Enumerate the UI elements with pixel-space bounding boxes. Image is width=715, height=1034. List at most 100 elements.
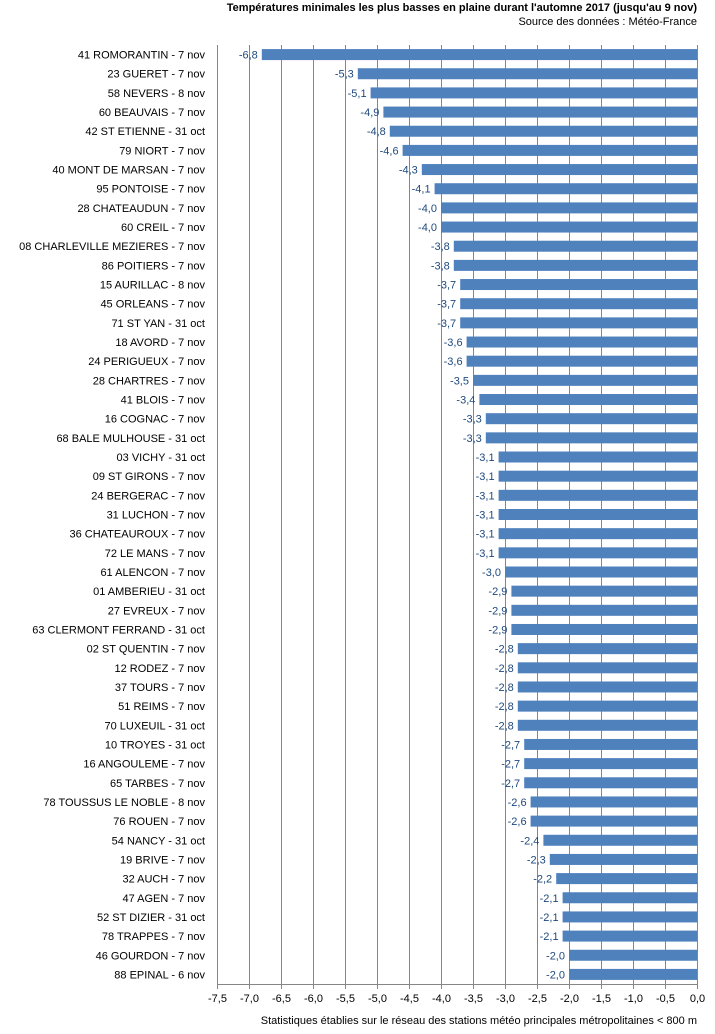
category-label: 86 POITIERS - 7 nov	[102, 260, 206, 272]
bar	[517, 662, 697, 674]
x-tick-label: -3,0	[496, 993, 515, 1005]
bar	[543, 834, 697, 846]
bar	[453, 240, 697, 252]
value-label: -6,8	[239, 50, 258, 62]
category-label: 40 MONT DE MARSAN - 7 nov	[52, 165, 205, 177]
category-label: 68 BALE MULHOUSE - 31 oct	[56, 433, 205, 445]
category-label: 52 ST DIZIER - 31 oct	[97, 912, 205, 924]
category-label: 28 CHARTRES - 7 nov	[93, 375, 206, 387]
value-label: -2,9	[488, 605, 507, 617]
value-label: -3,1	[476, 510, 495, 522]
value-label: -4,6	[380, 145, 399, 157]
category-label: 24 BERGERAC - 7 nov	[91, 490, 205, 502]
category-label: 10 TROYES - 31 oct	[105, 739, 205, 751]
bar	[498, 528, 697, 540]
chart-footnote: Statistiques établies sur le réseau des …	[260, 1015, 697, 1027]
category-label: 19 BRIVE - 7 nov	[120, 854, 205, 866]
category-label: 60 BEAUVAIS - 7 nov	[99, 107, 206, 119]
category-label: 09 ST GIRONS - 7 nov	[93, 471, 206, 483]
category-label: 60 CREIL - 7 nov	[121, 222, 205, 234]
category-label: 08 CHARLEVILLE MEZIERES - 7 nov	[19, 241, 205, 253]
value-label: -2,6	[508, 816, 527, 828]
bar	[498, 451, 697, 463]
x-tick-label: -6,0	[304, 993, 323, 1005]
value-label: -2,2	[533, 874, 552, 886]
bar	[569, 949, 697, 961]
value-label: -3,4	[456, 395, 475, 407]
bar	[460, 317, 697, 329]
x-tick-label: -7,5	[208, 993, 227, 1005]
bar	[505, 566, 697, 578]
value-label: -5,1	[348, 88, 367, 100]
x-tick-label: -5,5	[336, 993, 355, 1005]
value-label: -2,8	[495, 701, 514, 713]
value-label: -3,8	[431, 260, 450, 272]
bar	[261, 49, 697, 61]
bar	[524, 758, 697, 770]
x-tick-label: -0,5	[656, 993, 675, 1005]
value-label: -4,3	[399, 165, 418, 177]
value-label: -2,0	[546, 950, 565, 962]
category-label: 01 AMBERIEU - 31 oct	[93, 586, 205, 598]
bar	[421, 164, 697, 176]
category-label: 16 ANGOULEME - 7 nov	[83, 759, 205, 771]
bar	[524, 777, 697, 789]
bar	[402, 144, 697, 156]
x-tick-label: -2,5	[528, 993, 547, 1005]
value-label: -3,8	[431, 241, 450, 253]
bar	[357, 68, 697, 80]
bar	[511, 585, 697, 597]
value-label: -2,7	[501, 759, 520, 771]
bar	[485, 432, 697, 444]
category-label: 18 AVORD - 7 nov	[115, 337, 205, 349]
x-tick-label: -4,5	[400, 993, 419, 1005]
value-label: -2,0	[546, 969, 565, 981]
value-label: -2,8	[495, 720, 514, 732]
bar	[441, 221, 697, 233]
category-label: 88 EPINAL - 6 nov	[114, 969, 205, 981]
category-label: 12 RODEZ - 7 nov	[115, 663, 206, 675]
value-label: -3,5	[450, 375, 469, 387]
category-label: 47 AGEN - 7 nov	[122, 893, 205, 905]
category-label: 32 AUCH - 7 nov	[122, 874, 205, 886]
bar	[511, 604, 697, 616]
value-label: -2,4	[520, 835, 539, 847]
category-label: 79 NIORT - 7 nov	[119, 145, 205, 157]
x-tick-label: -7,0	[240, 993, 259, 1005]
category-label: 15 AURILLAC - 8 nov	[100, 280, 206, 292]
bar	[524, 738, 697, 750]
bar	[562, 930, 697, 942]
category-label: 54 NANCY - 31 oct	[112, 835, 205, 847]
bar	[517, 643, 697, 655]
value-label: -2,8	[495, 682, 514, 694]
value-label: -3,3	[463, 414, 482, 426]
category-label: 95 PONTOISE - 7 nov	[96, 184, 205, 196]
category-label: 72 LE MANS - 7 nov	[105, 548, 206, 560]
bar	[562, 892, 697, 904]
value-label: -4,0	[418, 203, 437, 215]
value-label: -2,7	[501, 778, 520, 790]
value-label: -4,1	[412, 184, 431, 196]
bar	[556, 873, 697, 885]
value-label: -2,3	[527, 854, 546, 866]
value-label: -3,0	[482, 567, 501, 579]
value-label: -2,9	[488, 624, 507, 636]
x-tick-label: -3,5	[464, 993, 483, 1005]
bar	[517, 700, 697, 712]
bar	[549, 853, 697, 865]
category-label: 63 CLERMONT FERRAND - 31 oct	[32, 624, 205, 636]
value-label: -3,1	[476, 529, 495, 541]
category-label: 51 REIMS - 7 nov	[118, 701, 205, 713]
bar	[517, 681, 697, 693]
bar	[562, 911, 697, 923]
bar	[473, 374, 697, 386]
bar	[498, 509, 697, 520]
category-label: 37 TOURS - 7 nov	[115, 682, 206, 694]
bar	[530, 815, 697, 827]
bar	[498, 489, 697, 501]
value-label: -3,3	[463, 433, 482, 445]
value-label: -3,6	[444, 356, 463, 368]
x-tick-label: -5,0	[368, 993, 387, 1005]
value-label: -2,1	[540, 931, 559, 943]
